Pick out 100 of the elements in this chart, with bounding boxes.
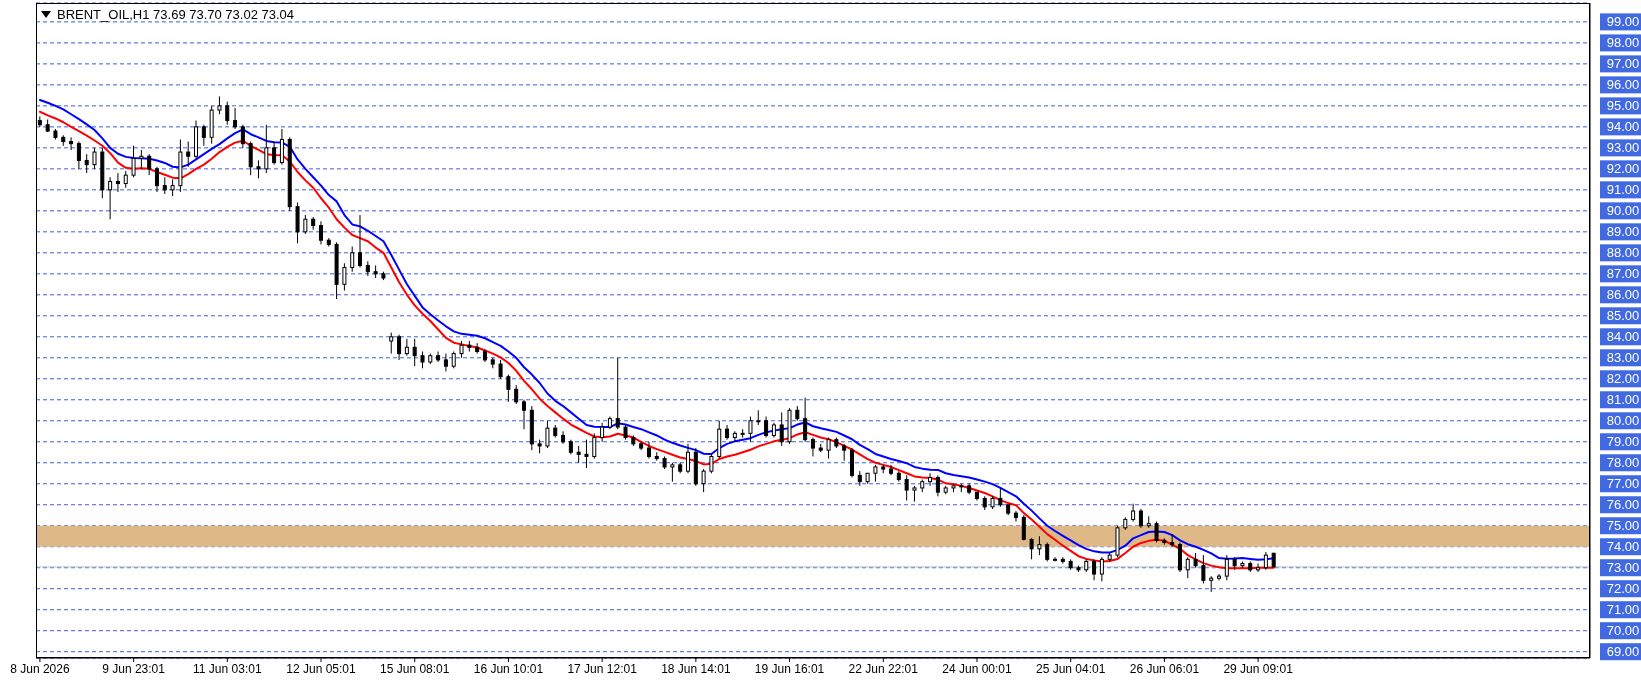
y-tick-label: 85.00 [1606,308,1640,324]
x-tick-label: 24 Jun 00:01 [942,661,1013,676]
candlestick [225,101,230,126]
candlestick [1138,508,1143,529]
chart-title: BRENT_OIL,H1 73.69 73.70 73.02 73.04 [57,7,295,22]
candlestick [1045,542,1050,562]
y-tick-label: 88.00 [1606,245,1640,261]
candlestick [412,338,417,367]
candlestick [389,332,394,355]
y-tick-label: 83.00 [1606,350,1640,366]
candlestick [685,443,690,474]
candlestick [303,214,308,235]
candlestick [561,430,566,445]
candlestick [240,124,245,149]
y-tick-label: 92.00 [1606,161,1640,177]
x-tick-label: 8 Jun 2026 [10,661,70,676]
candlestick [342,262,347,292]
y-tick-label: 79.00 [1606,434,1640,450]
candlestick [154,166,159,193]
candlestick [233,107,238,130]
candlestick [186,141,191,168]
y-tick-label: 70.00 [1606,623,1640,639]
candlestick [147,153,152,176]
y-tick-label: 91.00 [1606,182,1640,198]
y-tick-label: 78.00 [1606,455,1640,471]
x-tick-label: 16 Jun 10:01 [473,661,544,676]
candlestick [514,384,519,405]
candlestick [1256,563,1261,573]
candlestick [592,432,597,460]
candlestick [1154,521,1159,544]
candlestick [436,350,441,363]
candlestick [522,399,526,430]
y-tick-label: 69.00 [1606,644,1640,660]
candlestick [1224,554,1229,581]
candlestick [1037,535,1042,556]
candlestick [1021,514,1026,541]
candlestick [764,416,769,439]
candlestick [670,462,675,483]
candlestick [350,246,355,273]
candlestick [443,353,448,372]
y-tick-label: 96.00 [1606,77,1640,93]
candlestick [935,474,940,497]
candlestick [475,342,480,355]
y-tick-label: 95.00 [1606,98,1640,114]
y-tick-label: 80.00 [1606,413,1640,429]
candlestick [92,147,97,170]
y-tick-label: 74.00 [1606,539,1640,555]
y-tick-label: 72.00 [1606,581,1640,597]
x-tick-label: 26 Jun 06:01 [1129,661,1200,676]
candlestick [810,437,815,457]
y-tick-label: 86.00 [1606,287,1640,303]
x-tick-label: 15 Jun 08:01 [380,661,450,676]
candlestick [1029,537,1034,560]
candlestick [115,172,120,193]
candlestick [131,145,136,178]
x-tick-label: 25 Jun 04:01 [1036,661,1106,676]
candlestick [709,453,714,474]
x-tick-label: 12 Jun 05:01 [286,661,357,676]
candlestick [358,214,363,269]
candlestick [803,397,808,443]
y-tick-label: 82.00 [1606,371,1640,387]
x-tick-label: 29 Jun 09:01 [1223,661,1294,676]
candlestick [826,437,831,460]
candlestick [1099,556,1104,582]
y-tick-label: 89.00 [1606,224,1640,240]
candlestick [201,124,206,147]
candlestick [139,149,144,170]
y-tick-label: 84.00 [1606,329,1640,345]
x-tick-label: 9 Jun 23:01 [102,661,166,676]
candlestick [506,374,511,403]
candlestick [779,411,784,447]
candlestick [998,487,1003,508]
x-tick-label: 11 Jun 03:01 [193,661,262,676]
candlestick [1185,556,1190,579]
candlestick [600,422,605,443]
x-tick-label: 19 Jun 16:01 [754,661,825,676]
candlestick [248,141,253,176]
y-tick-label: 93.00 [1606,140,1640,156]
candlestick [69,136,74,151]
y-tick-label: 87.00 [1606,266,1640,282]
y-tick-label: 73.00 [1606,560,1640,576]
y-tick-label: 99.00 [1606,14,1640,30]
x-tick-label: 22 Jun 22:01 [848,661,919,676]
y-tick-label: 81.00 [1606,392,1640,408]
candlestick [76,141,81,170]
candlestick [498,359,503,380]
candlestick [108,176,113,220]
candlestick [279,128,284,166]
candlestick [928,472,933,487]
candlestick [748,416,753,443]
y-tick-label: 71.00 [1606,602,1640,618]
candlestick [272,141,277,166]
y-tick-label: 75.00 [1606,518,1640,534]
candlestick [545,420,550,449]
y-tick-label: 97.00 [1606,56,1640,72]
candlestick [904,474,909,502]
y-tick-label: 76.00 [1606,497,1640,513]
candlestick [1092,558,1097,581]
candlestick [701,468,706,493]
candlestick [615,357,620,430]
